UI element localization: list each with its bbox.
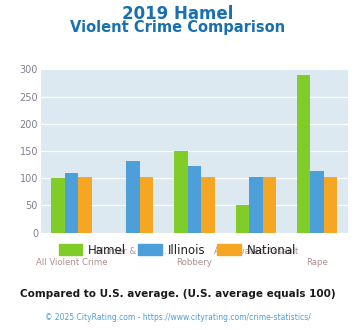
Text: Compared to U.S. average. (U.S. average equals 100): Compared to U.S. average. (U.S. average … xyxy=(20,289,335,299)
Bar xyxy=(140,177,153,233)
Bar xyxy=(65,173,78,233)
Bar xyxy=(187,166,201,233)
Bar xyxy=(235,205,249,233)
Bar xyxy=(174,151,187,233)
Bar xyxy=(310,171,324,233)
Text: Violent Crime Comparison: Violent Crime Comparison xyxy=(70,20,285,35)
Text: All Violent Crime: All Violent Crime xyxy=(36,258,107,267)
Bar xyxy=(51,178,65,233)
Text: Rape: Rape xyxy=(306,258,328,267)
Legend: Hamel, Illinois, National: Hamel, Illinois, National xyxy=(54,239,301,261)
Bar xyxy=(78,177,92,233)
Text: Robbery: Robbery xyxy=(176,258,212,267)
Bar xyxy=(324,177,338,233)
Text: © 2025 CityRating.com - https://www.cityrating.com/crime-statistics/: © 2025 CityRating.com - https://www.city… xyxy=(45,313,310,322)
Text: Aggravated Assault: Aggravated Assault xyxy=(214,248,298,256)
Bar xyxy=(297,75,310,233)
Bar xyxy=(201,177,215,233)
Bar xyxy=(249,177,263,233)
Bar xyxy=(263,177,276,233)
Text: 2019 Hamel: 2019 Hamel xyxy=(122,5,233,23)
Bar xyxy=(126,161,140,233)
Text: Murder & Mans...: Murder & Mans... xyxy=(96,248,170,256)
